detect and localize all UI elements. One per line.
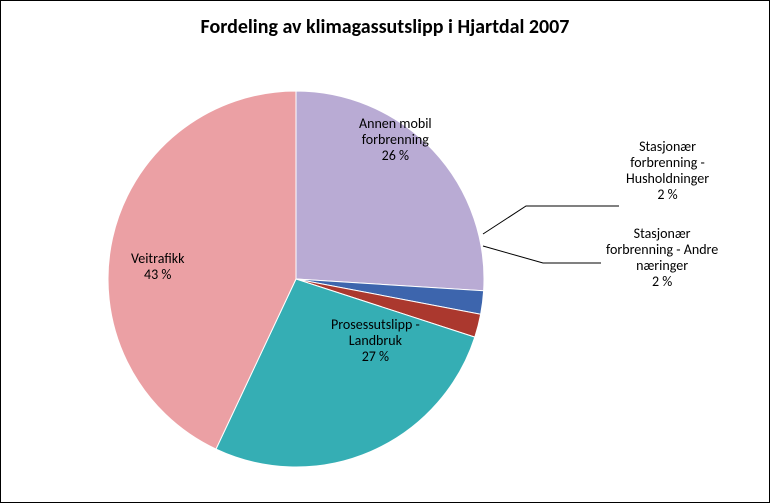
slice-label-3: Prosessutslipp - Landbruk 27 % (331, 317, 420, 365)
pie-chart-container: Fordeling av klimagassutslipp i Hjartdal… (0, 0, 770, 503)
slice-label-1: Stasjonær forbrenning - Husholdninger 2 … (626, 139, 709, 203)
slice-label-0: Annen mobil forbrenning 26 % (359, 116, 432, 164)
slice-label-2: Stasjonær forbrenning - Andre næringer 2… (606, 226, 718, 290)
slice-label-4: Veitrafikk 43 % (131, 251, 184, 283)
